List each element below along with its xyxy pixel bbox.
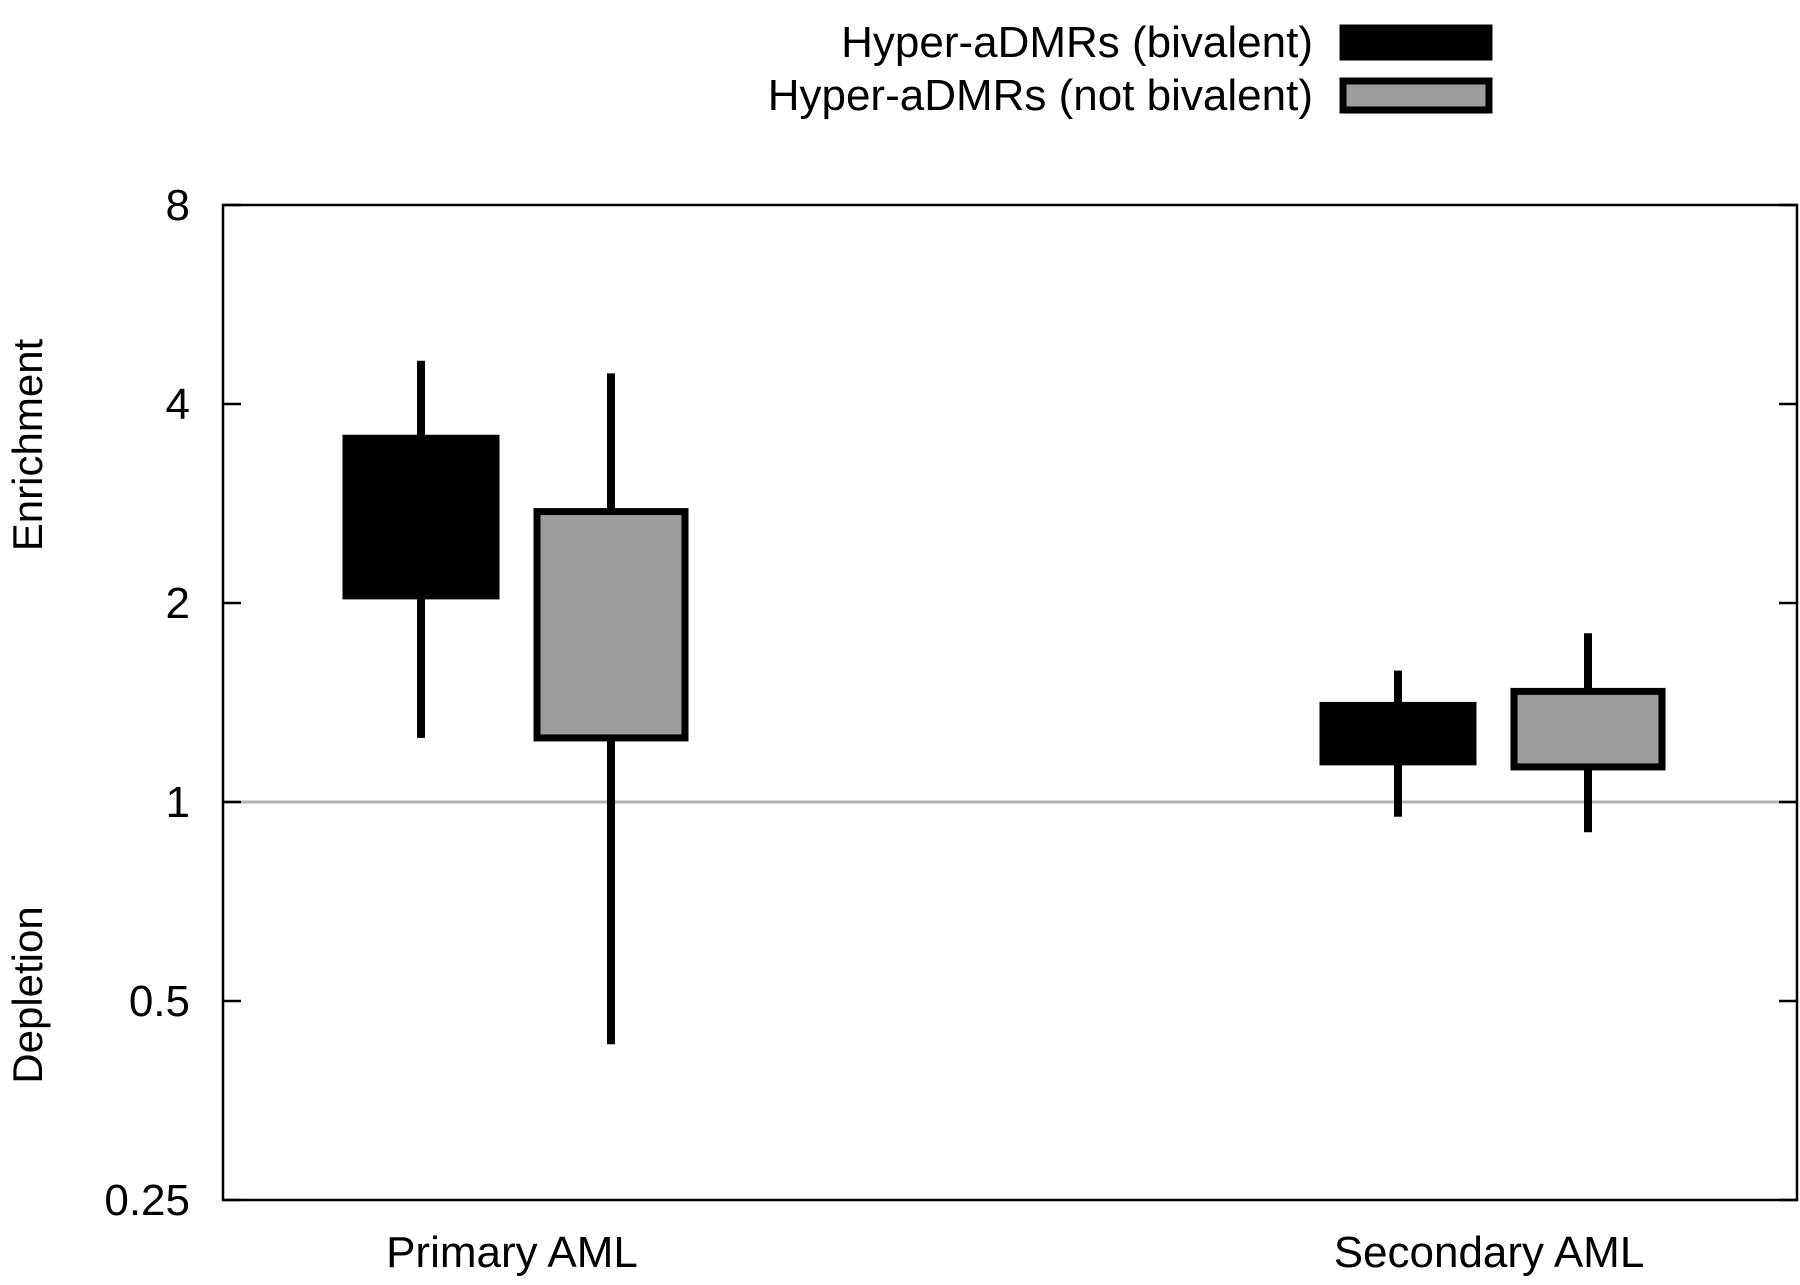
box-secondary-aml-series-1 [1319,701,1477,766]
plot-area [221,203,1799,1202]
legend-label: Hyper-aDMRs (bivalent) [841,18,1313,67]
x-category-label: Secondary AML [1334,1228,1645,1277]
y-tick-label: 4 [166,380,190,429]
box-primary-aml-series-1 [342,434,500,600]
y-tick-label: 0.5 [129,977,190,1026]
y-axis-label-depletion: Depletion [4,906,51,1083]
box-secondary-aml-series-2 [1510,687,1666,771]
legend-swatch [1339,24,1493,61]
x-axis: Primary AML Secondary AML [386,1228,1644,1277]
legend-swatch [1339,77,1493,114]
y-tick-label: 2 [166,579,190,628]
x-category-label: Primary AML [386,1228,638,1277]
legend-label: Hyper-aDMRs (not bivalent) [768,71,1313,120]
y-axis: 0.25 0.5 1 2 4 8 [104,181,1797,1225]
y-tick-label: 0.25 [104,1176,190,1225]
y-tick-label: 8 [166,181,190,230]
y-axis-label-enrichment: Enrichment [4,338,51,551]
y-tick-label: 1 [166,778,190,827]
legend: Hyper-aDMRs (bivalent)Hyper-aDMRs (not b… [768,18,1493,120]
plot-frame [221,203,1799,1202]
box-primary-aml-series-2 [533,508,689,742]
